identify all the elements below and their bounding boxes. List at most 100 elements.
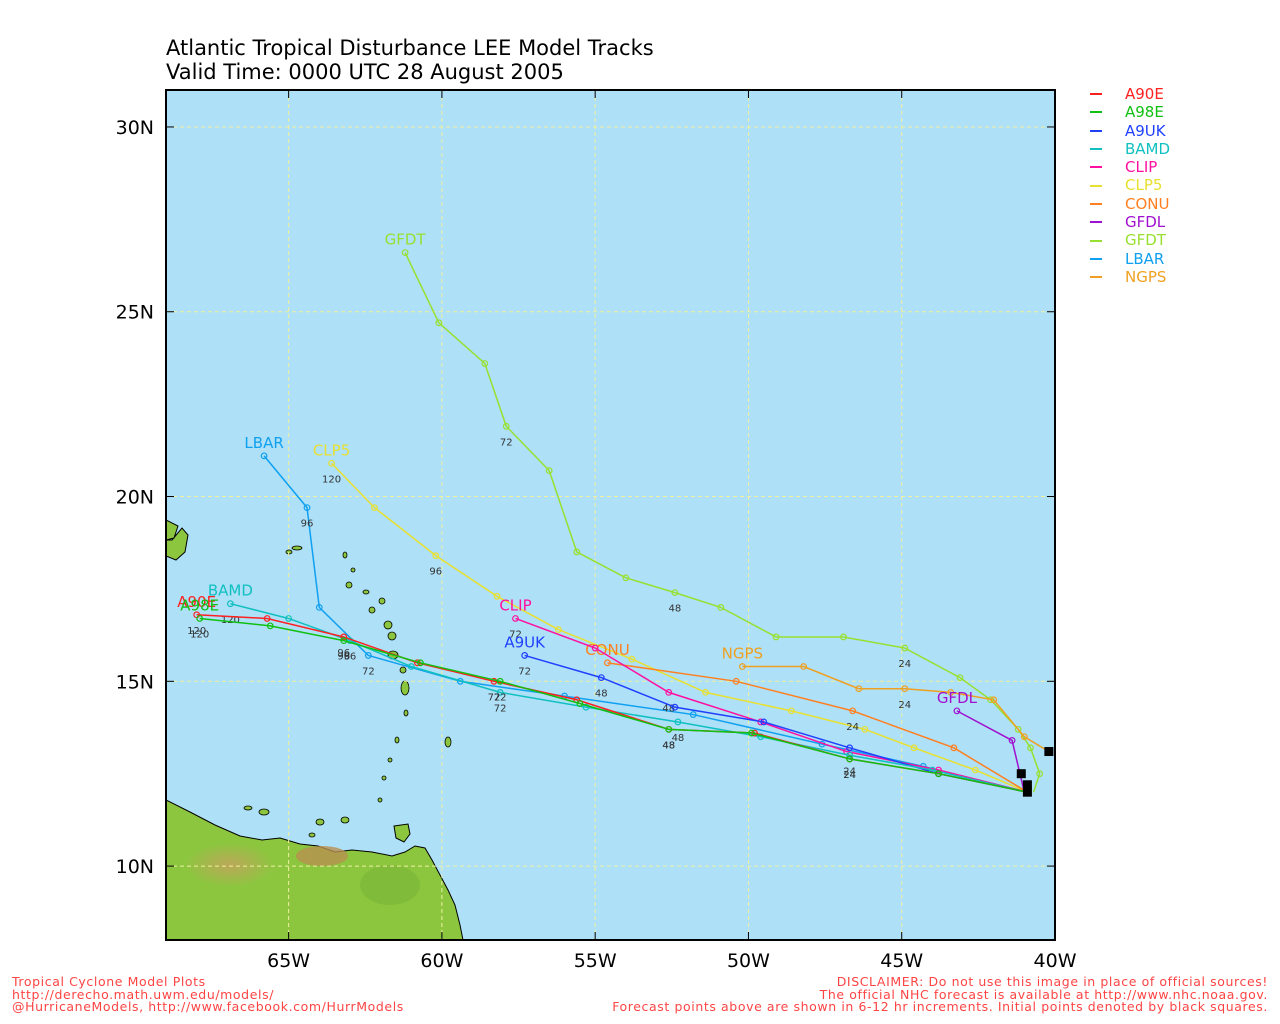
legend-item-a98e: A98E [1090,103,1170,121]
grid [166,90,1055,940]
lon-label: 50W [727,950,770,972]
legend-label: CLIP [1125,158,1158,177]
track-point [689,711,697,718]
legend-swatch [1090,184,1102,187]
track-point [591,644,599,652]
forecast-hour-label: 96 [337,652,350,663]
initial-point-square [1044,747,1054,757]
footer-line: DISCLAIMER: Do not use this image in pla… [836,974,1268,989]
track-point [226,600,234,608]
legend-swatch [1090,166,1102,169]
legend-item-clip: CLIP [1090,158,1170,176]
footer-link[interactable]: http://derecho.math.uwm.edu/models/ [12,986,275,1002]
forecast-hour-label: 48 [595,689,608,700]
initial-point-square [1022,787,1032,797]
track-point [622,574,630,582]
legend-item-clp5: CLP5 [1090,176,1170,194]
forecast-hour-label: 24 [898,659,911,670]
track-point [263,615,271,622]
initial-point-square [1022,780,1032,790]
lon-label: 65W [267,950,310,972]
track-line [742,665,1050,753]
legend-swatch [1090,221,1102,224]
track-point [340,633,348,641]
legend-item-gfdt: GFDT [1090,231,1170,249]
track-point [493,592,501,600]
legend-label: GFDL [1125,213,1166,232]
footer-disclaimer: DISCLAIMER: Do not use this image in pla… [612,974,1268,1014]
track-point [432,552,440,560]
track-point [502,422,510,430]
forecast-hour-label: 72 [488,692,501,703]
initial-points [1016,747,1054,797]
track-clp5: CLP5 96 120 [313,441,1028,793]
track-point [910,744,918,752]
trinidad [393,823,411,843]
track-point [971,766,979,774]
track-point [990,696,998,704]
south-america-land [166,799,464,940]
forecast-hour-label: 96 [337,648,350,659]
track-label: BAMD [208,582,253,600]
track-point [1027,744,1034,752]
track-point [665,725,673,733]
forecast-hour-label: 24 [846,722,859,733]
lon-label: 60W [420,950,463,972]
track-label: CLIP [499,596,531,614]
footer-line: Forecast points above are shown in 6-12 … [612,999,1268,1014]
track-label: LBAR [244,434,283,452]
track-point [935,770,942,778]
track-label: A9UK [504,633,546,651]
track-point [956,674,964,682]
track-point [554,626,562,633]
forecast-hour-label: 120 [187,626,206,637]
forecast-hour-label: 72 [518,667,531,678]
map-frame [165,89,1056,941]
forecast-hour-label: 72 [494,703,507,714]
footer-line: @HurricaneModels, http://www.facebook.co… [12,999,404,1014]
forecast-hour-label: 24 [843,770,856,781]
track-point [266,622,274,630]
track-point [748,729,755,737]
legend-label: GFDT [1125,231,1166,250]
legend-label: A98E [1125,103,1164,122]
track-point [573,548,581,556]
lon-label: 45W [880,950,923,972]
track-point [702,688,709,696]
track-point [665,688,673,696]
track-point [496,688,504,696]
legend-swatch [1090,257,1102,260]
track-point [315,603,323,611]
track-point [417,659,424,667]
track-point [849,707,857,715]
track-point [604,659,611,667]
track-point [840,633,847,641]
lat-label: 30N [116,117,154,139]
legend-label: A90E [1125,85,1164,103]
track-point [1036,770,1044,778]
model-tracks: GFDT244872CLP596120LBAR7296NGPS24CONU24G… [177,231,1050,793]
lon-label: 40W [1034,950,1077,972]
track-point [846,751,854,759]
legend-label: CONU [1125,194,1170,213]
track-ngps: NGPS 24 [722,645,1050,753]
track-point [846,755,854,763]
forecast-hour-label: 120 [221,615,240,626]
track-point [760,718,768,726]
track-line [607,662,1028,793]
lat-label: 25N [116,302,154,324]
track-point [901,685,909,693]
track-point [328,459,335,467]
legend-label: LBAR [1125,249,1165,268]
track-point [303,504,311,512]
track-point [717,603,725,611]
legend-item-conu: CONU [1090,195,1170,213]
legend: A90E A98E A9UK BAMD CLIP CLP5 CONU GFDL GFDT LBAR… [1090,85,1170,286]
forecast-hour-label: 48 [662,740,675,751]
forecast-hour-label: 72 [362,667,375,678]
legend-swatch [1090,129,1102,132]
track-label: GFDT [385,231,427,249]
track-point [401,249,409,257]
track-point [582,703,590,711]
track-point [950,744,958,752]
